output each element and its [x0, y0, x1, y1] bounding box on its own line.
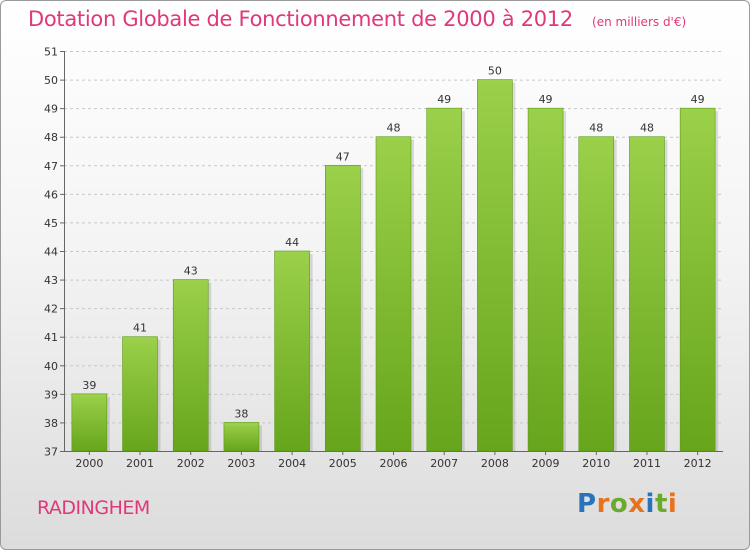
y-tick-label: 51 — [44, 46, 58, 59]
bar — [629, 136, 665, 452]
x-tick-label: 2009 — [532, 457, 560, 470]
logo-letter: i — [645, 489, 655, 519]
x-tick-label: 2011 — [633, 457, 661, 470]
data-label: 48 — [640, 122, 654, 135]
bar — [172, 279, 209, 452]
bar-highlight — [326, 166, 360, 169]
bar-highlight — [579, 137, 613, 140]
bar — [122, 336, 158, 452]
y-tick-label: 45 — [44, 217, 58, 230]
data-label: 50 — [488, 65, 502, 78]
bar — [679, 107, 716, 452]
x-tick-label: 2000 — [75, 457, 103, 470]
x-tick-label: 2007 — [430, 457, 458, 470]
bar-highlight — [529, 109, 563, 112]
x-tick-label: 2004 — [278, 457, 306, 470]
logo-letter: t — [654, 489, 668, 519]
commune-name: RADINGHEM — [37, 497, 150, 519]
chart-title: Dotation Globale de Fonctionnement de 20… — [28, 7, 573, 31]
logo-letter: x — [628, 489, 646, 519]
x-tick-label: 2008 — [481, 457, 509, 470]
bar — [274, 250, 310, 452]
data-label: 43 — [184, 265, 198, 278]
data-label: 49 — [437, 93, 451, 106]
y-tick-label: 40 — [44, 360, 58, 373]
bar-highlight — [681, 109, 715, 112]
x-tick-label: 2006 — [380, 457, 408, 470]
data-label: 39 — [82, 379, 96, 392]
data-label: 41 — [133, 322, 147, 335]
bar — [71, 393, 108, 452]
data-label: 49 — [539, 93, 553, 106]
bar-highlight — [174, 280, 208, 283]
y-tick-label: 47 — [44, 160, 58, 173]
y-tick-label: 41 — [44, 331, 58, 344]
proxiti-logo: Proxiti — [577, 489, 677, 519]
bar — [477, 79, 513, 452]
y-tick-label: 37 — [44, 446, 58, 459]
x-tick-label: 2003 — [227, 457, 255, 470]
y-tick-label: 38 — [44, 417, 58, 430]
chart-subtitle: (en milliers d'€) — [592, 15, 687, 29]
logo-letter: r — [596, 489, 610, 519]
bar-highlight — [123, 337, 157, 340]
data-label: 44 — [285, 236, 299, 249]
logo-letter: o — [609, 489, 629, 519]
bar — [223, 422, 260, 452]
y-tick-label: 44 — [44, 246, 58, 259]
x-tick-label: 2002 — [177, 457, 205, 470]
bar — [527, 107, 564, 452]
logo-letter: i — [667, 489, 678, 519]
bar — [375, 136, 412, 452]
data-label: 48 — [589, 122, 603, 135]
y-tick-label: 46 — [44, 188, 58, 201]
bar — [578, 136, 615, 452]
x-tick-label: 2012 — [684, 457, 712, 470]
label-layer: 39 41 43 38 44 47 48 49 50 49 48 48 49 — [82, 65, 704, 421]
bar-highlight — [275, 252, 309, 254]
y-tick-label: 48 — [44, 131, 58, 144]
y-tick-label: 50 — [44, 74, 58, 87]
x-tick-label: 2001 — [126, 457, 154, 470]
bar-highlight — [478, 80, 512, 83]
y-tick-label: 49 — [44, 103, 58, 116]
axis-layer: 37 38 39 40 41 42 43 44 45 46 47 48 49 50 51 2000 2001 20… — [44, 46, 723, 470]
y-tick-label: 42 — [44, 303, 58, 316]
data-label: 47 — [336, 150, 350, 163]
bar-highlight — [630, 137, 664, 140]
bar-highlight — [224, 423, 258, 426]
bar — [426, 107, 462, 452]
bar — [325, 164, 361, 452]
data-label: 49 — [691, 93, 705, 106]
x-tick-label: 2005 — [329, 457, 357, 470]
bar-highlight — [377, 137, 410, 140]
bar-layer — [71, 79, 719, 452]
y-tick-label: 39 — [44, 388, 58, 401]
bar-highlight — [72, 394, 106, 397]
data-label: 38 — [234, 407, 248, 420]
y-tick-label: 43 — [44, 274, 58, 287]
bar-highlight — [427, 109, 461, 112]
title-row: Dotation Globale de Fonctionnement de 20… — [28, 7, 686, 31]
x-tick-label: 2010 — [582, 457, 610, 470]
logo-letter: P — [577, 489, 597, 519]
data-label: 48 — [387, 122, 401, 135]
